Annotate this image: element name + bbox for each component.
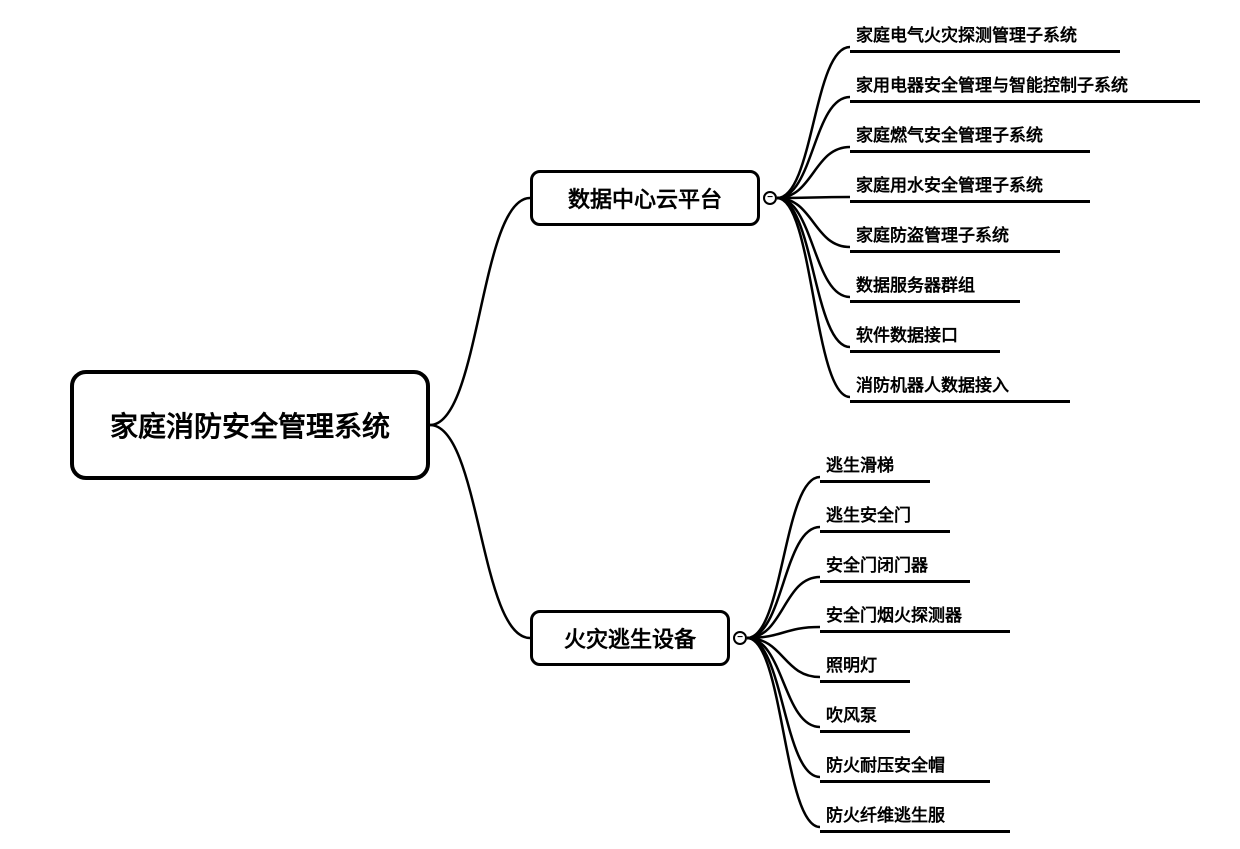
leaf-escape-1: 逃生安全门	[820, 495, 950, 533]
leaf-cloud-1: 家用电器安全管理与智能控制子系统	[850, 65, 1200, 103]
mid-label-cloud: 数据中心云平台	[568, 182, 722, 214]
leaf-label: 安全门闭门器	[826, 556, 928, 575]
leaf-label: 数据服务器群组	[856, 276, 975, 295]
leaf-cloud-3: 家庭用水安全管理子系统	[850, 165, 1090, 203]
leaf-label: 逃生安全门	[826, 506, 911, 525]
leaf-label: 照明灯	[826, 656, 877, 675]
mid-node-escape: 火灾逃生设备	[530, 610, 730, 666]
leaf-label: 防火耐压安全帽	[826, 756, 945, 775]
leaf-escape-3: 安全门烟火探测器	[820, 595, 1010, 633]
leaf-escape-6: 防火耐压安全帽	[820, 745, 990, 783]
collapse-toggle-1[interactable]: −	[733, 631, 747, 645]
leaf-label: 软件数据接口	[856, 326, 958, 345]
leaf-label: 吹风泵	[826, 706, 877, 725]
root-node: 家庭消防安全管理系统	[70, 370, 430, 480]
mid-label-escape: 火灾逃生设备	[564, 622, 696, 654]
leaf-label: 防火纤维逃生服	[826, 806, 945, 825]
leaf-label: 安全门烟火探测器	[826, 606, 962, 625]
mid-node-cloud: 数据中心云平台	[530, 170, 760, 226]
leaf-label: 家庭用水安全管理子系统	[856, 176, 1043, 195]
leaf-escape-5: 吹风泵	[820, 695, 910, 733]
leaf-label: 家庭防盗管理子系统	[856, 226, 1009, 245]
leaf-escape-0: 逃生滑梯	[820, 445, 930, 483]
leaf-escape-4: 照明灯	[820, 645, 910, 683]
collapse-toggle-0[interactable]: −	[763, 191, 777, 205]
leaf-escape-2: 安全门闭门器	[820, 545, 970, 583]
leaf-cloud-4: 家庭防盗管理子系统	[850, 215, 1060, 253]
leaf-cloud-2: 家庭燃气安全管理子系统	[850, 115, 1090, 153]
leaf-label: 消防机器人数据接入	[856, 376, 1009, 395]
leaf-label: 家庭燃气安全管理子系统	[856, 126, 1043, 145]
leaf-label: 逃生滑梯	[826, 456, 894, 475]
leaf-cloud-6: 软件数据接口	[850, 315, 1000, 353]
leaf-cloud-5: 数据服务器群组	[850, 265, 1020, 303]
leaf-label: 家用电器安全管理与智能控制子系统	[856, 76, 1128, 95]
root-label: 家庭消防安全管理系统	[110, 405, 390, 445]
leaf-cloud-7: 消防机器人数据接入	[850, 365, 1070, 403]
leaf-label: 家庭电气火灾探测管理子系统	[856, 26, 1077, 45]
leaf-cloud-0: 家庭电气火灾探测管理子系统	[850, 15, 1120, 53]
leaf-escape-7: 防火纤维逃生服	[820, 795, 1010, 833]
